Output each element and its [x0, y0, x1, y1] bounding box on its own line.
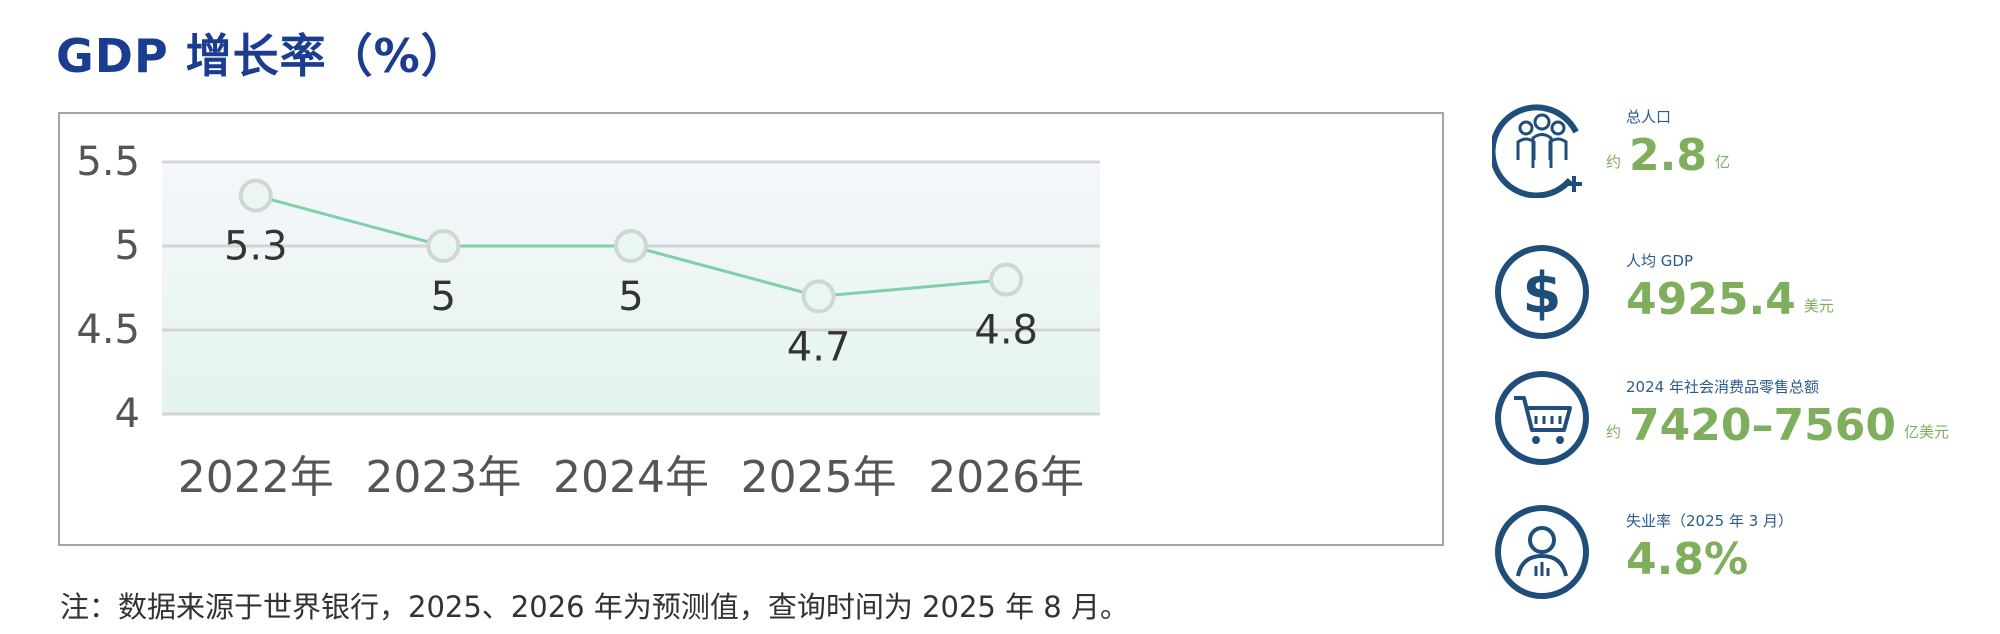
line-chart: 5.5 5 4.5 4 2022年 2023年 2024年 2025年 2026年 5.3 5 5 4.… [58, 112, 1444, 546]
stat-label: 总人口 [1626, 108, 1672, 126]
stat-retail-sales: 2024 年社会消费品零售总额 约 7420–7560 亿美元 [1492, 368, 1992, 468]
stat-value: 7420–7560 [1629, 400, 1896, 451]
data-label: 5.3 [224, 224, 288, 270]
stat-prefix: 约 [1606, 153, 1622, 171]
people-icon [1489, 98, 1592, 199]
stat-unit: 亿 [1714, 153, 1730, 171]
svg-text:$: $ [1523, 261, 1562, 326]
stat-value: 2.8 [1629, 130, 1707, 181]
data-point [426, 229, 461, 263]
data-point [801, 279, 836, 314]
data-point [989, 262, 1024, 297]
data-point [238, 178, 273, 213]
stat-gdp-per-capita: $ 人均 GDP 4925.4 美元 [1492, 242, 1992, 342]
stat-unemployment: 失业率（2025 年 3 月） 4.8% [1492, 502, 1992, 602]
x-tick-label: 2022年 [178, 452, 334, 503]
dollar-icon: $ [1492, 242, 1592, 342]
data-source-note: 注：数据来源于世界银行，2025、2026 年为预测值，查询时间为 2025 年… [60, 590, 1129, 624]
data-point [614, 229, 648, 263]
stat-label: 失业率（2025 年 3 月） [1626, 512, 1794, 530]
stat-value: 4.8% [1626, 534, 1749, 585]
data-label: 4.8 [974, 308, 1038, 354]
stat-population: 总人口 约 2.8 亿 [1489, 98, 1992, 199]
cart-icon [1492, 368, 1592, 468]
stat-value: 4925.4 [1626, 274, 1796, 325]
x-tick-label: 2026年 [928, 452, 1084, 503]
stat-unit: 美元 [1803, 297, 1834, 315]
x-tick-label: 2025年 [741, 452, 897, 503]
y-tick-label: 5.5 [76, 139, 140, 185]
chart-canvas: 5.5 5 4.5 4 2022年 2023年 2024年 2025年 2026年 5.3 5 5 4.… [76, 139, 1100, 503]
x-tick-label: 2023年 [365, 452, 521, 503]
page-title: GDP 增长率（%） [56, 29, 468, 83]
data-label: 4.7 [787, 324, 851, 370]
stat-label: 2024 年社会消费品零售总额 [1626, 378, 1819, 396]
y-tick-label: 4.5 [76, 307, 140, 353]
stat-prefix: 约 [1606, 423, 1622, 441]
data-label: 5 [618, 274, 643, 320]
y-tick-label: 5 [115, 223, 140, 269]
x-tick-label: 2024年 [553, 452, 709, 503]
stat-label: 人均 GDP [1626, 252, 1693, 270]
plot-area [162, 162, 1100, 414]
data-label: 5 [431, 274, 456, 320]
unemployed-person-icon [1492, 502, 1592, 602]
y-tick-label: 4 [115, 391, 140, 437]
stat-unit: 亿美元 [1903, 423, 1949, 441]
